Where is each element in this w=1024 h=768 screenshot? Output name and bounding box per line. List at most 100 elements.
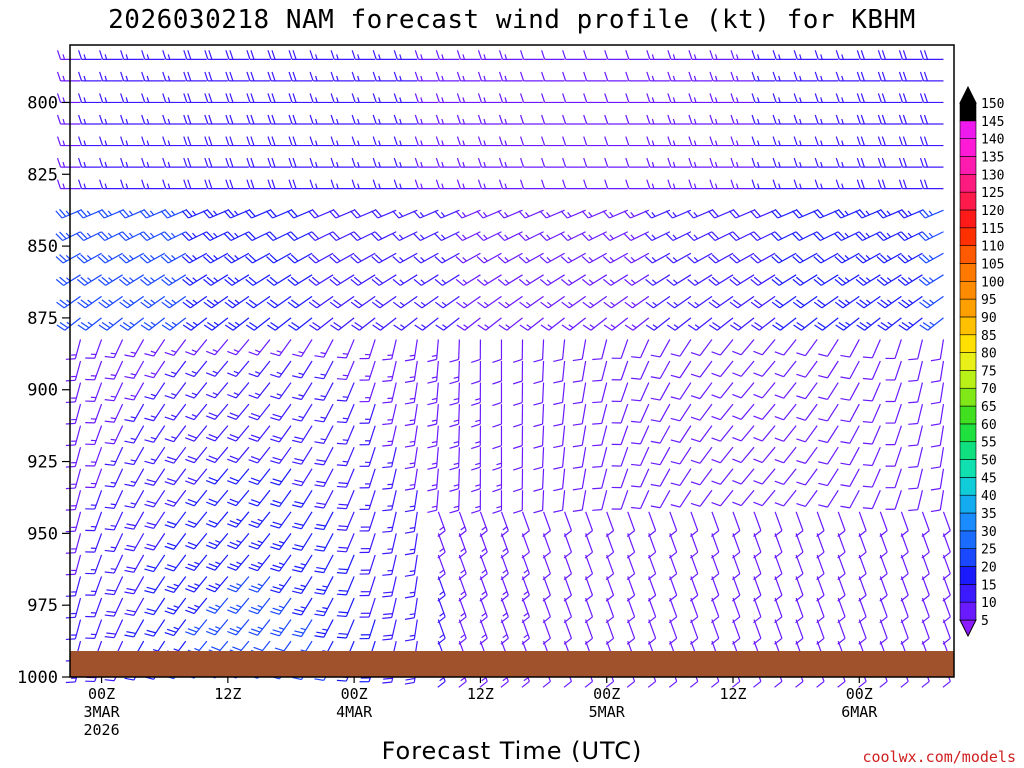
wind-barb bbox=[513, 447, 524, 471]
wind-barb bbox=[267, 71, 291, 82]
wind-barb bbox=[359, 576, 376, 597]
wind-barb bbox=[359, 468, 376, 489]
wind-barb bbox=[336, 446, 355, 467]
wind-barb bbox=[350, 231, 376, 242]
wind-barb bbox=[144, 597, 166, 616]
wind-barb bbox=[65, 619, 82, 641]
wind-barb bbox=[185, 576, 208, 593]
wind-barb bbox=[541, 179, 565, 190]
colorbar-label: 100 bbox=[981, 275, 1004, 290]
wind-barb bbox=[605, 619, 615, 645]
wind-barb bbox=[732, 339, 755, 356]
wind-barb bbox=[646, 157, 670, 168]
wind-barb bbox=[336, 511, 355, 531]
wind-barb bbox=[427, 382, 439, 406]
wind-barb bbox=[858, 554, 867, 581]
wind-barb bbox=[492, 447, 503, 471]
colorbar-label: 90 bbox=[981, 311, 997, 326]
wind-barb bbox=[898, 93, 923, 104]
wind-barb bbox=[141, 179, 165, 190]
wind-barb bbox=[205, 382, 229, 399]
wind-barb bbox=[227, 597, 250, 614]
wind-barb bbox=[56, 93, 81, 104]
wind-barb bbox=[521, 597, 530, 624]
wind-barb bbox=[921, 597, 930, 624]
wind-barb bbox=[835, 50, 860, 60]
wind-barb bbox=[646, 136, 670, 147]
wind-barb bbox=[265, 231, 292, 242]
wind-barb bbox=[492, 360, 503, 385]
wind-barb bbox=[266, 252, 292, 264]
wind-barb bbox=[513, 339, 524, 363]
wind-barb bbox=[687, 295, 713, 309]
wind-barb bbox=[124, 554, 145, 573]
wind-barb bbox=[164, 425, 187, 443]
wind-barb bbox=[85, 533, 103, 553]
wind-barb bbox=[162, 157, 186, 168]
wind-barb bbox=[774, 597, 783, 624]
wind-barb bbox=[120, 114, 144, 125]
wind-barb bbox=[292, 382, 313, 401]
wind-barb bbox=[553, 404, 566, 427]
wind-barb bbox=[710, 576, 720, 602]
wind-barb bbox=[205, 425, 229, 442]
wind-barb bbox=[518, 231, 544, 242]
wind-barb bbox=[816, 554, 825, 581]
wind-barb bbox=[750, 274, 776, 286]
wind-barb bbox=[668, 576, 678, 602]
wind-barb bbox=[267, 317, 292, 331]
wind-barb bbox=[76, 252, 102, 264]
wind-barb bbox=[919, 295, 944, 309]
wind-barb bbox=[774, 403, 797, 421]
wind-barb bbox=[877, 157, 902, 168]
wind-barb bbox=[772, 179, 797, 190]
wind-barb bbox=[908, 360, 924, 382]
wind-barb bbox=[144, 533, 166, 551]
wind-barb bbox=[185, 619, 208, 636]
wind-barb bbox=[710, 554, 720, 581]
wind-barb bbox=[602, 252, 629, 264]
wind-barb bbox=[521, 511, 530, 537]
wind-barb bbox=[814, 50, 839, 60]
wind-barb bbox=[248, 468, 271, 486]
wind-barb bbox=[78, 179, 102, 190]
colorbar-label: 150 bbox=[981, 97, 1004, 112]
wind-barb bbox=[336, 468, 355, 488]
wind-barb bbox=[292, 597, 313, 616]
wind-barb bbox=[140, 274, 166, 286]
colorbar-cell bbox=[959, 174, 977, 193]
wind-barb bbox=[270, 425, 292, 443]
wind-barb bbox=[667, 50, 691, 60]
wind-barb bbox=[164, 597, 187, 615]
wind-barb bbox=[270, 339, 292, 357]
wind-barb bbox=[449, 339, 460, 363]
wind-barb bbox=[85, 576, 103, 596]
wind-barb bbox=[730, 317, 755, 331]
wind-barb bbox=[541, 71, 565, 82]
wind-barb bbox=[774, 576, 783, 602]
wind-barb bbox=[814, 317, 839, 331]
wind-barb bbox=[309, 179, 334, 190]
wind-barb bbox=[141, 136, 165, 147]
wind-barb bbox=[930, 490, 945, 513]
wind-barb bbox=[930, 447, 945, 470]
wind-barb bbox=[898, 317, 923, 331]
colorbar-label: 125 bbox=[981, 186, 1004, 201]
wind-barb bbox=[287, 274, 313, 286]
wind-barb bbox=[336, 360, 355, 381]
wind-barb bbox=[666, 252, 692, 264]
wind-barb bbox=[164, 511, 187, 529]
wind-barb bbox=[449, 447, 460, 471]
wind-barb bbox=[668, 597, 678, 624]
wind-barb bbox=[104, 554, 124, 574]
wind-barb bbox=[85, 597, 103, 618]
wind-barb bbox=[104, 511, 124, 531]
wind-barb bbox=[162, 114, 186, 125]
wind-barb bbox=[687, 317, 713, 331]
wind-barb bbox=[292, 533, 313, 551]
wind-barb bbox=[626, 597, 636, 624]
wind-barb bbox=[351, 71, 376, 82]
wind-barb bbox=[670, 339, 692, 357]
x-tick-label: 12Z bbox=[467, 685, 494, 703]
wind-barb bbox=[668, 533, 678, 559]
